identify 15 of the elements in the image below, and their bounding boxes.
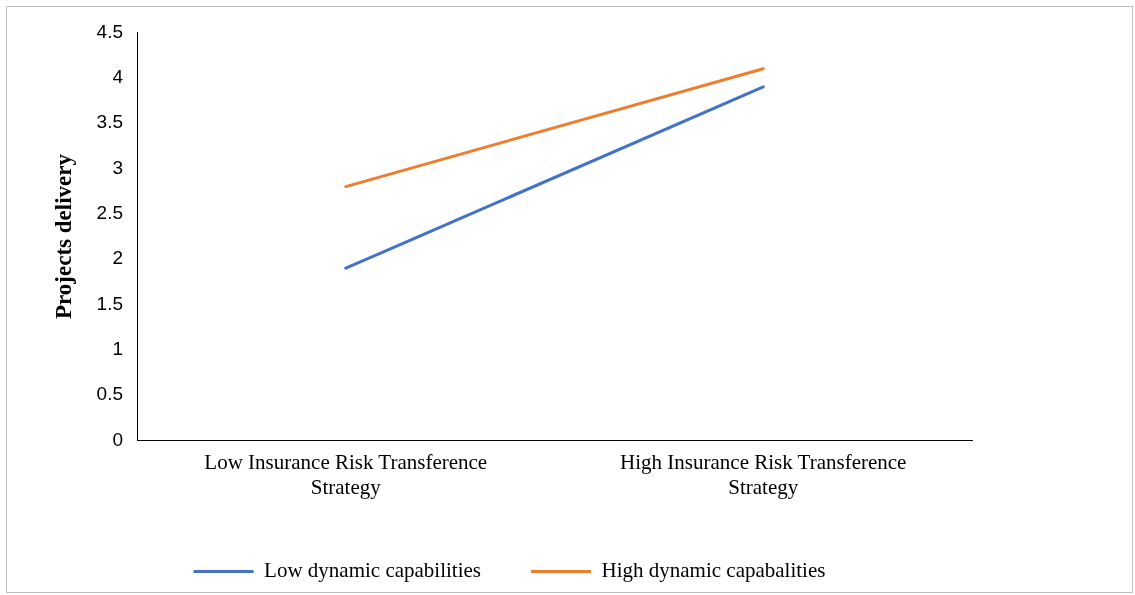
y-tick-label: 3.5 (96, 111, 124, 133)
legend-label: Low dynamic capabilities (264, 558, 482, 583)
y-tick-label: 3 (112, 156, 124, 178)
y-tick-label: 0 (112, 428, 124, 450)
y-tick-label: 2 (112, 247, 124, 269)
x-tick-label: High Insurance Risk Transference Strategy (620, 449, 907, 499)
legend-label: High dynamic capabalities (601, 558, 826, 583)
y-tick-label: 1 (112, 338, 124, 360)
y-tick-label: 2.5 (96, 202, 124, 224)
y-tick-label: 0.5 (96, 383, 124, 405)
x-tick-label: Low Insurance Risk Transference Strategy (204, 449, 488, 499)
y-tick-label: 4.5 (96, 20, 124, 42)
y-axis-title: Projects delivery (50, 153, 76, 319)
y-tick-label: 4 (112, 65, 124, 87)
y-tick-label: 1.5 (96, 292, 124, 314)
